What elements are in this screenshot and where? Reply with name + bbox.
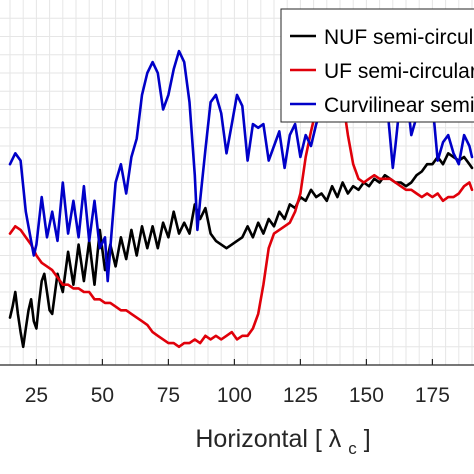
x-ticks: 25 50 75 100 125 150 175 — [25, 359, 450, 407]
x-tick-label: 175 — [415, 384, 450, 407]
x-tick-label: 25 — [25, 384, 48, 407]
x-axis-unit-open-bracket: [ — [315, 425, 322, 453]
legend: NUF semi-circular UF semi-circular Curvili… — [280, 8, 474, 123]
series-line-3 — [8, 49, 474, 283]
x-tick-label: 125 — [283, 384, 318, 407]
legend-entry-label: Curvilinear semi-circular — [324, 94, 474, 117]
legend-entry-label: NUF semi-circular — [324, 26, 474, 49]
x-axis-unit-close-bracket: ] — [364, 425, 371, 453]
series-lines — [8, 49, 474, 349]
x-axis-unit-subscript: c — [348, 439, 357, 458]
grid — [0, 0, 474, 365]
x-axis-label: Horizontal [ λ c ] — [195, 425, 370, 460]
x-tick-label: 100 — [217, 384, 252, 407]
x-axis-label-text: Horizontal — [195, 425, 308, 453]
x-axis-unit-symbol: λ — [329, 425, 342, 453]
series-line-2 — [8, 71, 474, 349]
x-tick-label: 150 — [349, 384, 384, 407]
x-tick-label: 50 — [91, 384, 114, 407]
legend-entry-label: UF semi-circular — [324, 60, 474, 83]
x-tick-label: 75 — [157, 384, 180, 407]
